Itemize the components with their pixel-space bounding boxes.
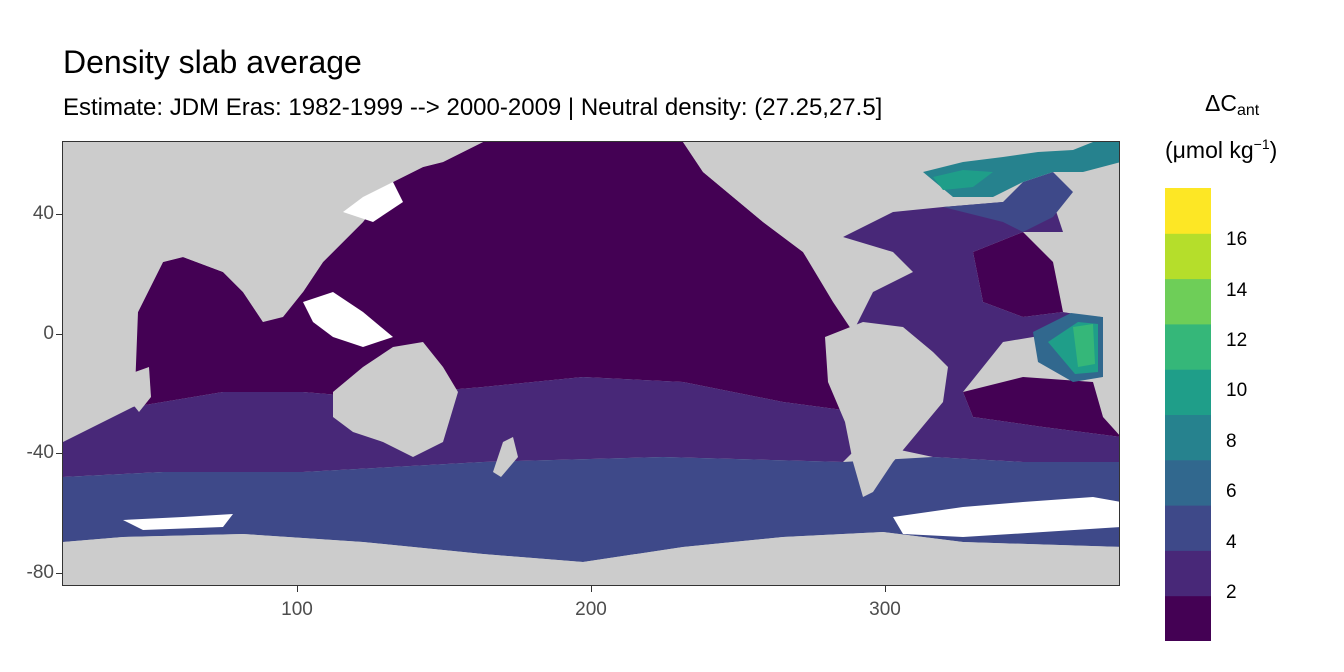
- legend-title: ΔCant: [1205, 90, 1260, 119]
- y-tick-label-0: 0: [43, 323, 54, 344]
- ocean-zone-1-atlantic: [973, 232, 1063, 317]
- y-tick-label-neg40: -40: [26, 442, 54, 463]
- land-asia: [63, 142, 483, 322]
- legend-swatch-2: [1165, 505, 1211, 551]
- y-tick-label-40: 40: [32, 203, 54, 224]
- y-tick-mark-neg40: [56, 453, 62, 454]
- legend-label-12: 12: [1226, 330, 1248, 351]
- legend-swatch-8: [1165, 233, 1211, 280]
- plot-title: Density slab average: [63, 44, 362, 80]
- legend-label-4: 4: [1226, 532, 1237, 553]
- ocean-zone-6-north: [933, 170, 993, 190]
- land-africa: [1063, 292, 1119, 435]
- legend-swatch-9: [1165, 188, 1211, 234]
- y-tick-mark-neg80: [56, 573, 62, 574]
- map-panel: [62, 141, 1120, 586]
- no-data-arctic: [343, 182, 403, 222]
- legend-label-16: 16: [1226, 229, 1248, 250]
- ocean-zone-3-north: [943, 172, 1073, 232]
- ocean-zone-2: [63, 377, 863, 477]
- land-new-zealand: [493, 437, 518, 477]
- x-tick-label-200: 200: [575, 599, 607, 620]
- legend-colorbar: [1165, 188, 1211, 642]
- legend-unit: (μmol kg−1): [1165, 136, 1278, 163]
- land-antarctica: [63, 532, 1119, 585]
- land-north-america: [683, 142, 923, 282]
- legend-colorbar-svg: [1165, 188, 1211, 642]
- land-madagascar: [131, 367, 151, 412]
- legend-label-10: 10: [1226, 380, 1248, 401]
- legend-swatch-6: [1165, 323, 1211, 370]
- legend-label-2: 2: [1226, 582, 1237, 603]
- land-australia: [333, 342, 458, 457]
- y-tick-mark-40: [56, 214, 62, 215]
- y-tick-label-neg80: -80: [26, 562, 54, 583]
- ocean-zone-7-east: [1073, 324, 1095, 367]
- ocean-zone-1-south-atlantic: [963, 377, 1119, 437]
- land-south-america: [825, 322, 948, 497]
- plot-subtitle: Estimate: JDM Eras: 1982-1999 --> 2000-2…: [63, 94, 883, 121]
- legend-swatch-0: [1165, 595, 1211, 642]
- legend-label-6: 6: [1226, 481, 1237, 502]
- x-tick-label-300: 300: [869, 599, 901, 620]
- legend-swatch-5: [1165, 369, 1211, 415]
- ocean-zone-1: [133, 142, 858, 442]
- legend-swatch-7: [1165, 278, 1211, 325]
- legend-swatch-3: [1165, 459, 1211, 506]
- no-data-weddell: [893, 497, 1119, 537]
- y-tick-mark-0: [56, 334, 62, 335]
- legend-label-14: 14: [1226, 280, 1248, 301]
- no-data-indonesia: [303, 292, 393, 347]
- ocean-map: [63, 142, 1119, 585]
- ocean-zone-3: [63, 457, 1119, 562]
- legend-label-8: 8: [1226, 431, 1237, 452]
- x-tick-mark-200: [591, 586, 592, 592]
- legend-swatch-4: [1165, 414, 1211, 461]
- x-tick-label-100: 100: [281, 599, 313, 620]
- legend-swatch-1: [1165, 550, 1211, 597]
- x-tick-mark-300: [885, 586, 886, 592]
- no-data-ross: [123, 514, 233, 530]
- x-tick-mark-100: [297, 586, 298, 592]
